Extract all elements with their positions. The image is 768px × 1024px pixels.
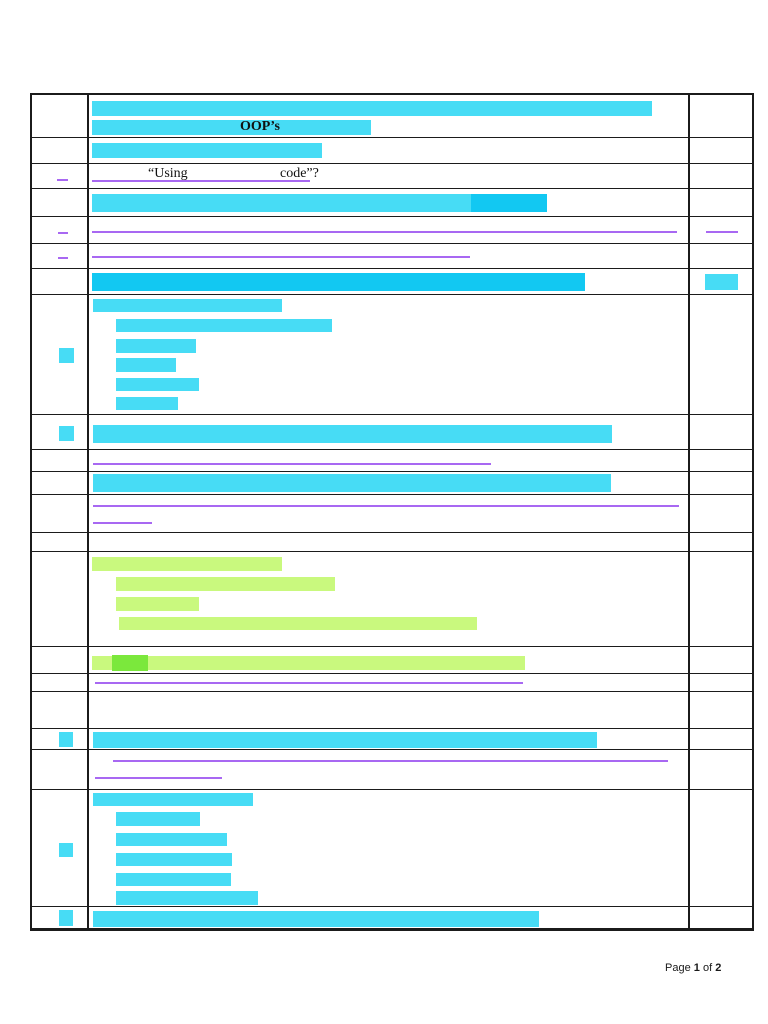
table-row [32,674,752,692]
highlight-bar [116,397,178,410]
highlight-bar [116,853,232,866]
highlight-bar [116,597,199,611]
hyperlink-underline[interactable] [92,231,677,233]
highlight-bar [116,812,200,826]
hyperlink-underline[interactable] [93,463,491,465]
column-divider [688,95,690,929]
highlight-bar [93,299,282,312]
footer-page-label: Page [665,962,691,974]
footer-page-number: 1 [693,962,700,974]
table-row [32,217,752,244]
highlight-bar [93,474,611,492]
highlight-bar [116,378,199,391]
highlight-bar [116,891,258,905]
highlight-square [59,426,74,441]
column-divider [87,95,89,929]
table-row [32,295,752,415]
hyperlink-underline[interactable] [93,522,152,524]
hyperlink-underline[interactable] [92,256,470,258]
hyperlink-underline[interactable] [93,505,679,507]
highlight-square [59,732,73,747]
table-row [32,552,752,647]
highlight-bar [119,617,477,630]
highlight-bar [92,273,585,291]
page-footer: Page 1 of 2 [665,962,721,974]
table-row: “Using code”? [32,164,752,189]
table-row [32,647,752,674]
highlight-bar [92,194,547,212]
hyperlink-underline[interactable] [92,180,310,182]
highlight-bar [92,656,525,670]
highlight-bar [116,577,335,591]
table-row [32,907,752,929]
footer-of-label: of [702,962,713,974]
table-row [32,533,752,552]
hyperlink-underline[interactable] [706,231,738,233]
highlight-bar [705,274,738,290]
document-text: “Using [148,166,188,181]
highlight-bar [93,732,597,748]
table-row [32,189,752,217]
highlight-bar [92,143,322,158]
table-row [32,495,752,533]
highlight-bar [112,655,148,671]
highlight-bar [116,833,227,846]
footer-total-pages: 2 [715,962,722,974]
highlight-bar [93,911,539,927]
highlight-bar [93,793,253,806]
table-row [32,415,752,450]
highlight-bar [116,339,196,353]
hyperlink-underline[interactable] [57,179,68,181]
table-row [32,450,752,472]
table-row [32,269,752,295]
hyperlink-underline[interactable] [95,777,222,779]
table-row [32,138,752,164]
hyperlink-underline[interactable] [95,682,523,684]
highlight-bar [116,873,231,886]
hyperlink-underline[interactable] [113,760,668,762]
highlight-bar [92,120,371,135]
table-row [32,244,752,269]
table-row [32,472,752,495]
highlight-bar [92,557,282,571]
hyperlink-underline[interactable] [58,232,68,234]
table-row [32,729,752,750]
highlight-bar [471,194,547,212]
document-text: code”? [280,166,319,181]
document-table: OOP’s “Using code”? [30,93,754,931]
table-row: OOP’s [32,95,752,138]
highlight-square [59,348,74,363]
highlight-bar [92,101,652,116]
highlight-bar [116,358,176,372]
document-text: OOP’s [240,119,280,134]
hyperlink-underline[interactable] [58,257,68,259]
highlight-square [59,910,73,926]
table-row [32,692,752,729]
table-row [32,750,752,790]
highlight-bar [116,319,332,332]
highlight-bar [93,425,612,443]
highlight-square [59,843,73,857]
table-row [32,790,752,907]
